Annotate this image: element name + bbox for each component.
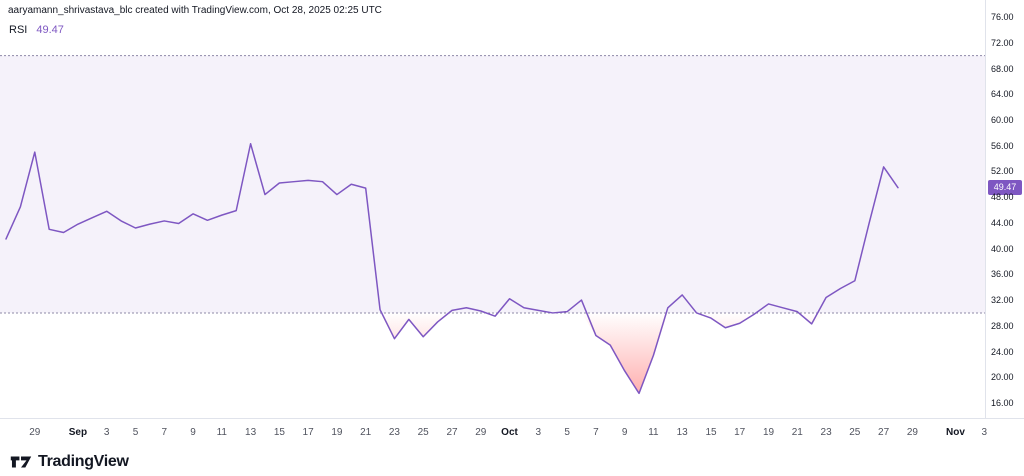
tradingview-logo[interactable]: TradingView: [10, 453, 129, 471]
time-axis-label: 17: [734, 427, 746, 438]
price-axis-label: 44.00: [991, 217, 1014, 228]
time-axis-label: 23: [388, 427, 400, 438]
tradingview-logo-text: TradingView: [38, 452, 129, 470]
time-axis-label: 25: [849, 427, 861, 438]
time-axis-label: 23: [820, 427, 832, 438]
price-axis-label: 60.00: [991, 114, 1014, 125]
time-axis-label: 13: [245, 427, 257, 438]
price-axis-label: 40.00: [991, 243, 1014, 254]
price-axis-label: 16.00: [991, 398, 1014, 408]
price-axis-label: 24.00: [991, 346, 1014, 357]
price-axis-label: 72.00: [991, 37, 1014, 48]
price-axis-label: 36.00: [991, 269, 1014, 280]
price-axis-label: 28.00: [991, 320, 1014, 331]
indicator-value: 49.47: [36, 24, 64, 36]
rsi-line: [5, 142, 899, 395]
chart-pane[interactable]: aaryamann_shrivastava_blc created with T…: [0, 0, 985, 418]
time-axis[interactable]: 29 Sep 3 5 7 9 11 13 15 17 19 21 23 25 27 29 Oct 3 5 7 9 11 13…: [0, 418, 1024, 447]
price-axis-label: 48.00: [991, 192, 1014, 203]
time-axis-label: 5: [132, 427, 139, 438]
time-axis-label: 3: [981, 427, 988, 438]
time-axis-label: 29: [475, 427, 487, 438]
time-axis-label: 21: [360, 427, 372, 438]
price-badge: 49.47: [988, 180, 1022, 196]
price-axis-label: 76.00: [991, 12, 1014, 22]
tradingview-logo-icon: [10, 456, 32, 467]
rsi-oversold-fill: [6, 312, 898, 394]
rsi-band-fill: [0, 55, 985, 313]
time-axis-label: Sep: [68, 427, 88, 438]
time-axis-label: 11: [216, 427, 227, 438]
price-axis-label: 56.00: [991, 140, 1014, 151]
attribution-text: aaryamann_shrivastava_blc created with T…: [8, 5, 382, 16]
indicator-legend[interactable]: RSI 49.47: [9, 24, 64, 36]
time-axis-label: 13: [676, 427, 688, 438]
time-axis-label: 27: [878, 427, 890, 438]
time-axis-label: Oct: [501, 427, 518, 438]
time-axis-label: 19: [331, 427, 343, 438]
time-axis-label: 9: [190, 427, 196, 438]
time-axis-label: 27: [446, 427, 458, 438]
time-axis-label: 7: [161, 427, 168, 438]
indicator-name: RSI: [9, 24, 28, 36]
price-axis-label: 64.00: [991, 89, 1014, 100]
time-axis-label: 9: [621, 427, 628, 438]
time-axis-label: 3: [535, 427, 542, 438]
time-axis-label: 3: [103, 427, 110, 438]
time-axis-label: 5: [564, 427, 570, 438]
price-axis-label: 20.00: [991, 372, 1014, 383]
time-axis-label: 15: [705, 427, 717, 438]
time-axis-label: 15: [273, 427, 285, 438]
time-axis-label: 21: [791, 427, 803, 438]
time-axis-label: 11: [648, 427, 659, 438]
time-axis-label: Nov: [946, 427, 965, 438]
time-axis-label: 7: [593, 427, 599, 438]
time-axis-label: 29: [29, 427, 41, 438]
time-axis-label: 17: [302, 427, 314, 438]
price-axis-label: 52.00: [991, 166, 1014, 177]
time-axis-label: 19: [762, 427, 775, 438]
time-axis-label: 25: [417, 427, 429, 438]
logo-row: TradingView: [0, 447, 1024, 476]
price-axis-label: 32.00: [991, 295, 1014, 306]
rsi-chart-svg[interactable]: [0, 0, 985, 418]
price-axis-label: 68.00: [991, 63, 1014, 74]
time-axis-label: 29: [906, 427, 918, 438]
price-axis[interactable]: 49.47 76.00 72.00 68.00 64.00 60.00 56.00 52.0…: [985, 0, 1024, 418]
